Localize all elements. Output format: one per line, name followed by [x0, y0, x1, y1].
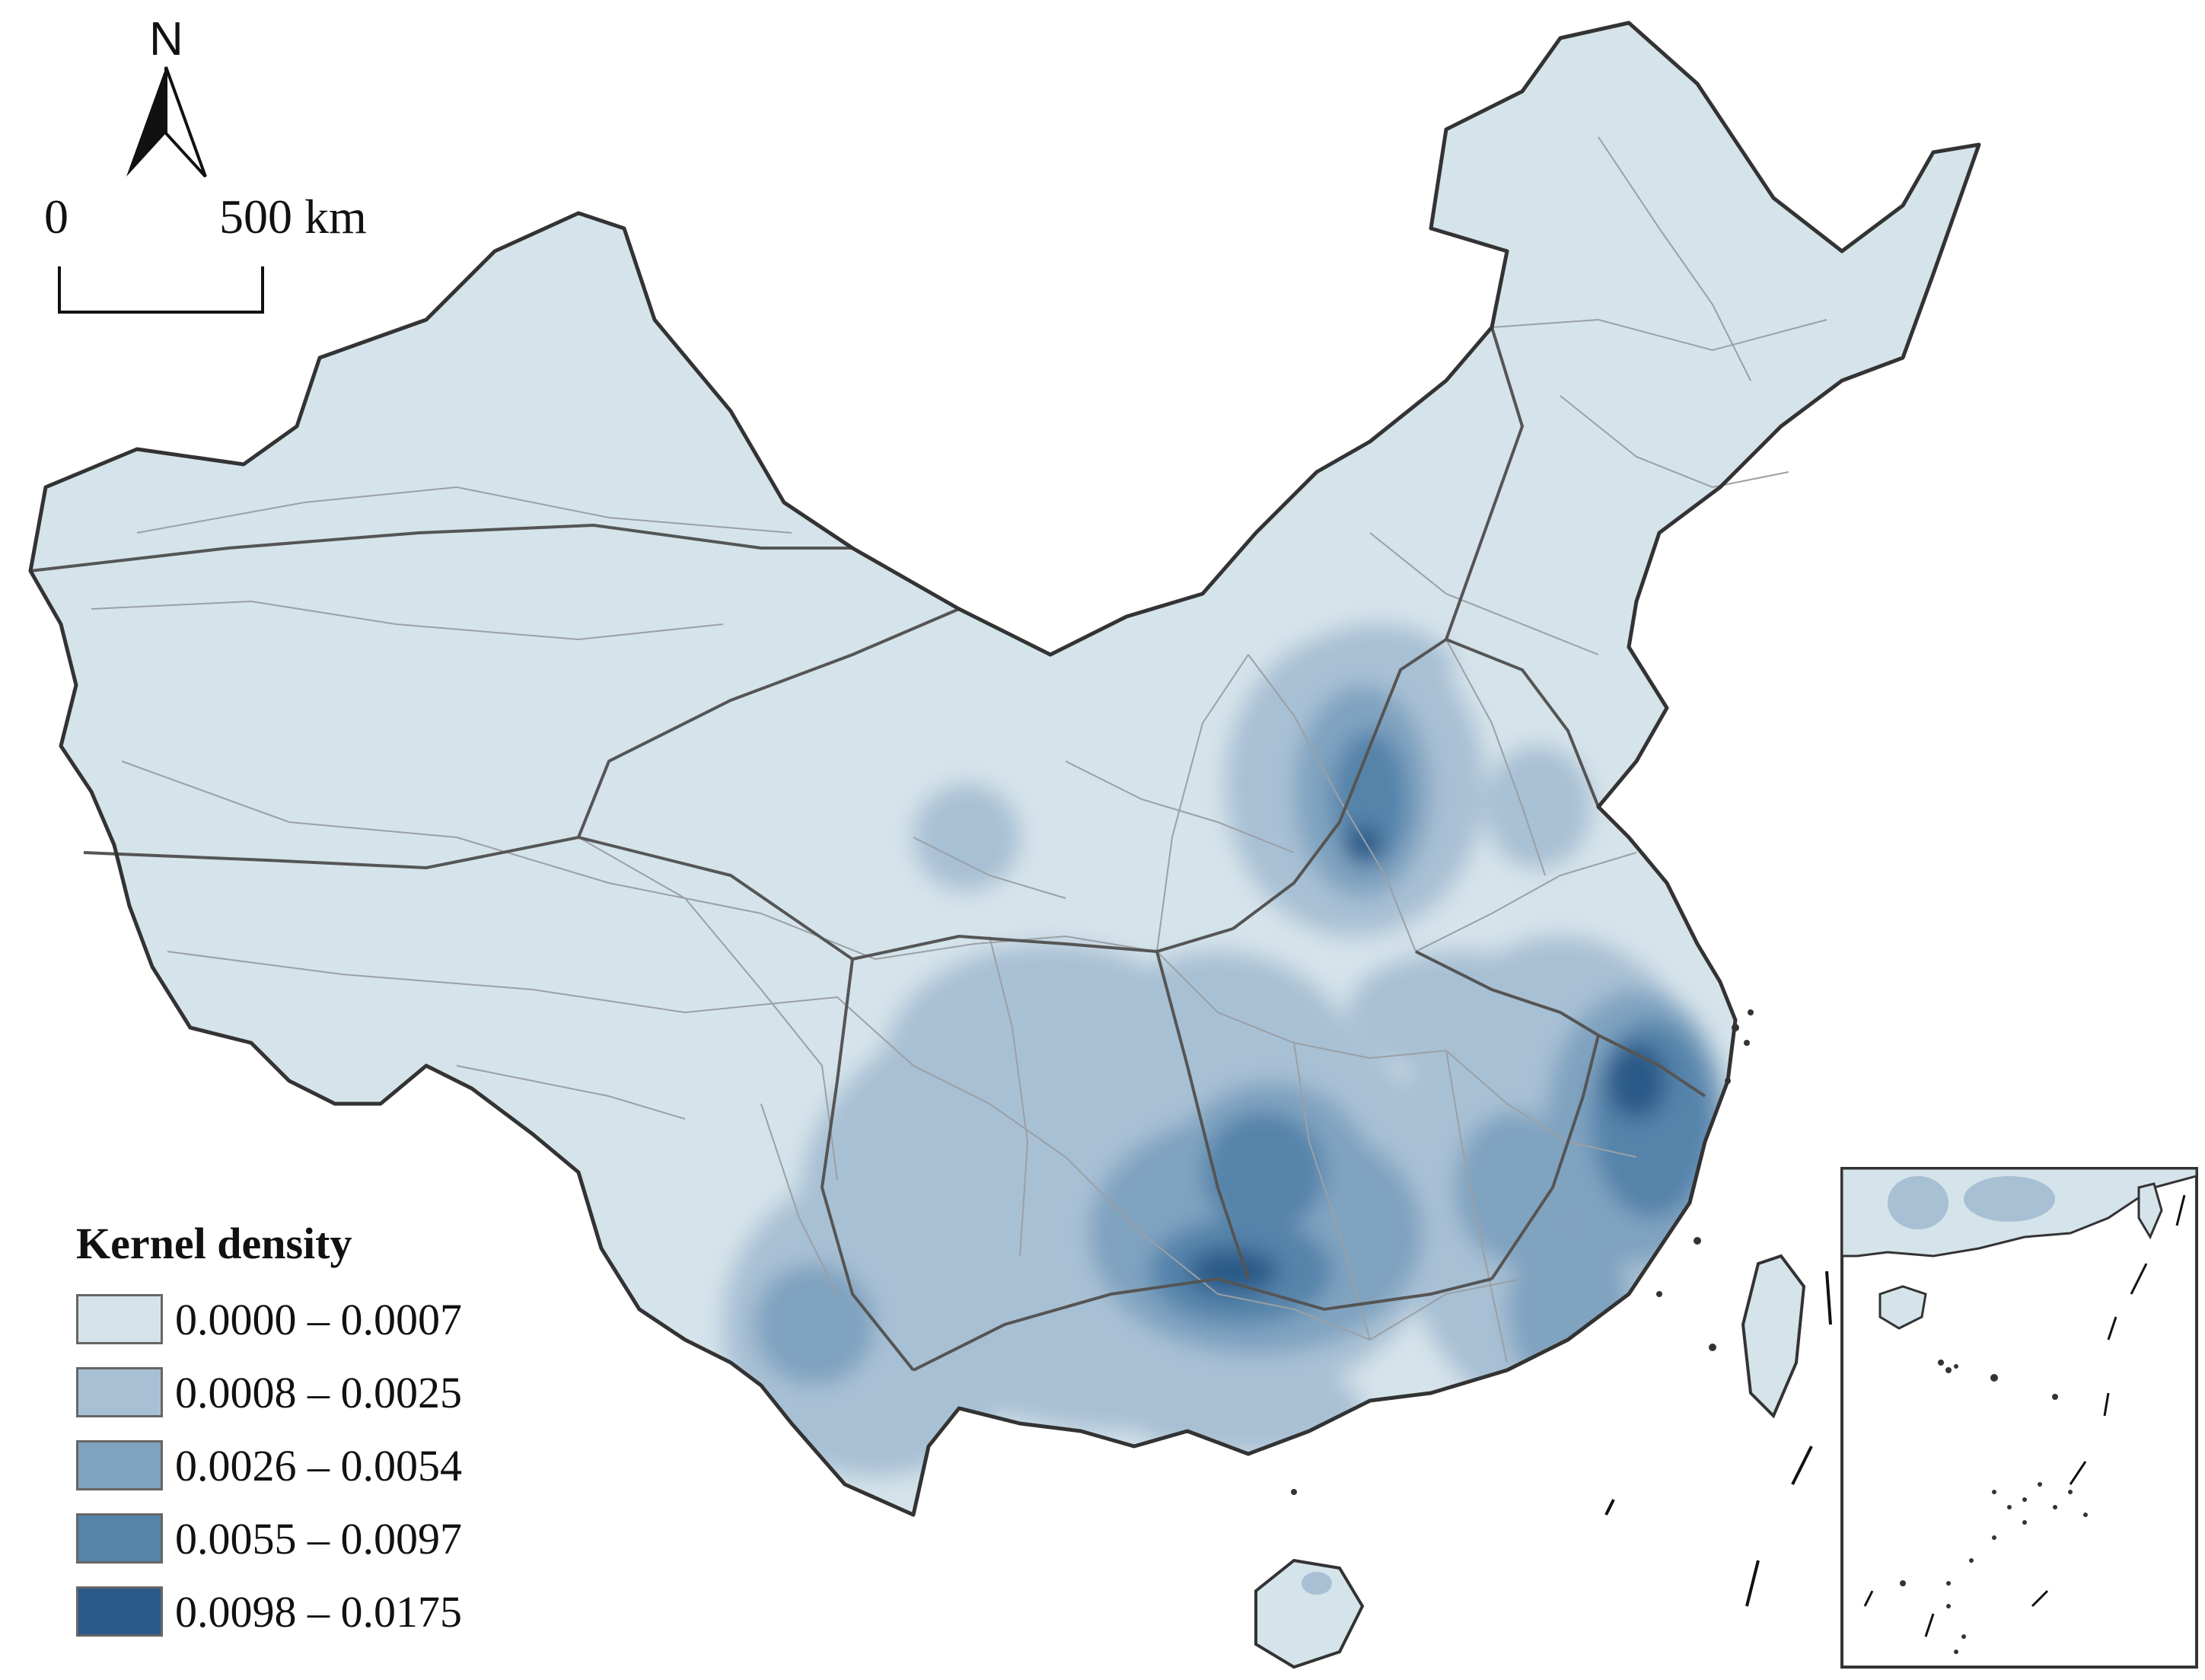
- china-outline: [28, 21, 1981, 1517]
- legend-item: 0.0026 – 0.0054: [76, 1429, 462, 1502]
- north-label: N: [149, 13, 183, 65]
- taiwan-island: [1741, 1254, 1806, 1419]
- legend-item: 0.0000 – 0.0007: [76, 1283, 462, 1356]
- density-zone-guangxi: [1119, 1363, 1362, 1454]
- legend-item: 0.0098 – 0.0175: [76, 1575, 462, 1648]
- density-zones: [723, 624, 1728, 1477]
- legend-label: 0.0026 – 0.0054: [175, 1440, 462, 1490]
- legend-swatch: [76, 1294, 163, 1344]
- legend-title: Kernel density: [76, 1219, 352, 1268]
- density-zone-hunan-core: [1203, 1111, 1324, 1233]
- inset-hainan: [1878, 1285, 1927, 1330]
- hainan-island: [1254, 1558, 1365, 1669]
- south-china-sea-inset: [1840, 1167, 2198, 1669]
- density-zone-peak-guizhou: [1187, 1248, 1279, 1294]
- legend-swatch: [76, 1440, 163, 1490]
- density-zone-yunnan-w: [754, 1264, 875, 1385]
- legend-item: 0.0008 – 0.0025: [76, 1356, 462, 1429]
- legend-label: 0.0000 – 0.0007: [175, 1294, 462, 1344]
- scale-distance-label: 500 km: [219, 190, 367, 244]
- legend-label: 0.0008 – 0.0025: [175, 1367, 462, 1417]
- provincial-borders: [30, 327, 1706, 1372]
- inset-taiwan: [2137, 1182, 2163, 1240]
- scale-zero-label: 0: [44, 190, 69, 244]
- density-zone-gansu: [913, 784, 1020, 891]
- legend-swatch: [76, 1513, 163, 1564]
- legend-label: 0.0055 – 0.0097: [175, 1513, 462, 1564]
- scale-bar: [58, 266, 264, 314]
- legend-item: 0.0055 – 0.0097: [76, 1502, 462, 1575]
- density-zone-shandong: [1484, 746, 1591, 868]
- density-zone-jiangxi: [1454, 1111, 1576, 1264]
- legend-swatch: [76, 1586, 163, 1637]
- density-zone-anhui: [1347, 952, 1576, 1073]
- nine-dash-line: [1604, 1270, 1832, 1607]
- legend-swatch: [76, 1367, 163, 1417]
- internal-boundaries: [91, 136, 1827, 1363]
- north-arrow-icon: [126, 66, 207, 178]
- legend: Kernel density 0.0000 – 0.0007 0.0008 – …: [76, 1218, 462, 1648]
- coastal-islands: [1291, 1009, 1754, 1495]
- legend-label: 0.0098 – 0.0175: [175, 1586, 462, 1637]
